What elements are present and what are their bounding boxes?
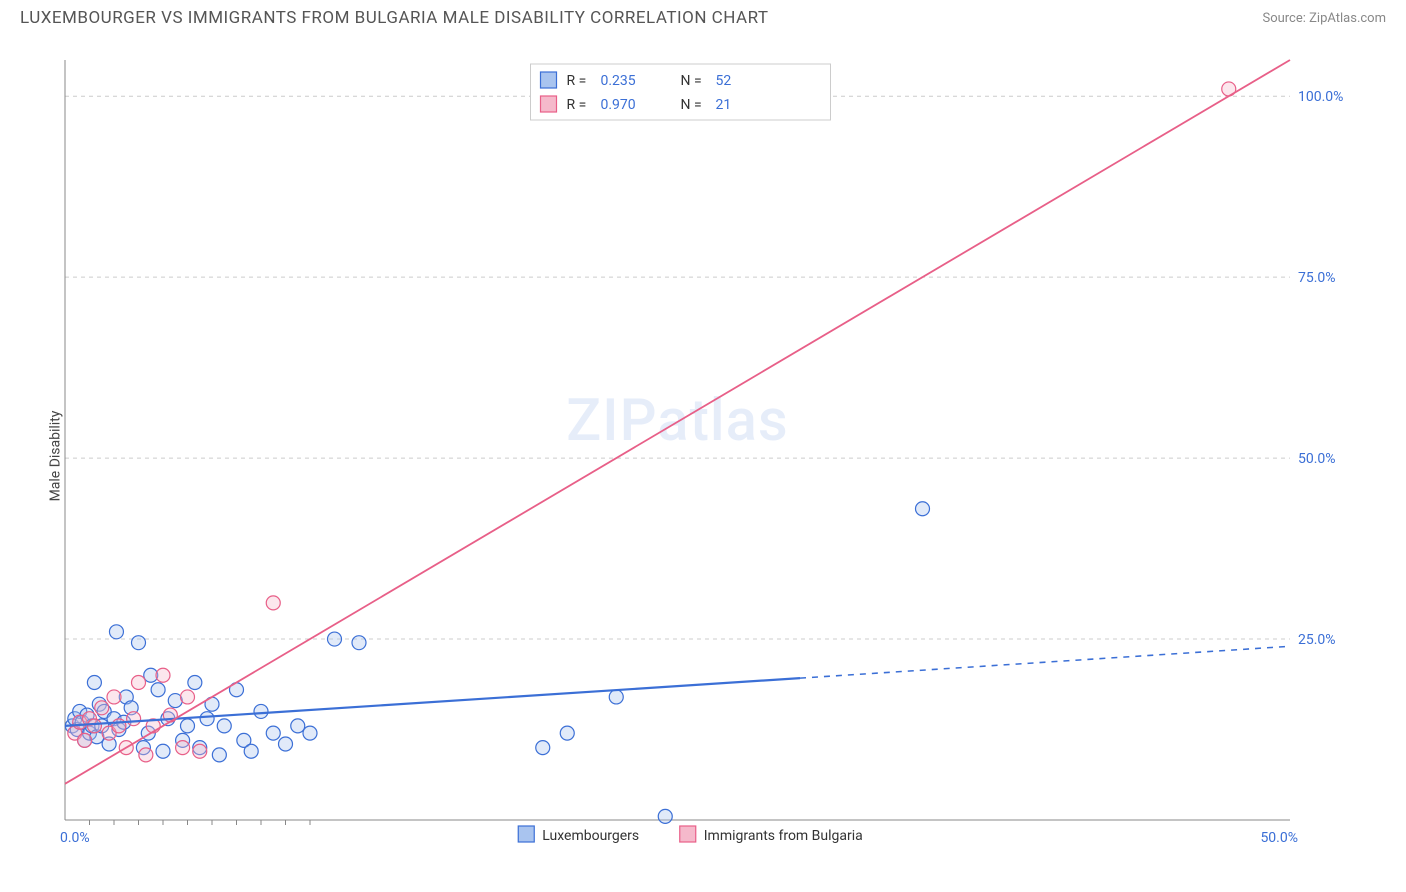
chart-title: LUXEMBOURGER VS IMMIGRANTS FROM BULGARIA… <box>20 8 769 28</box>
data-point <box>609 690 623 704</box>
data-point <box>254 704 268 718</box>
data-point <box>560 726 574 740</box>
y-axis-label: Male Disability <box>47 411 63 502</box>
y-tick-label: 50.0% <box>1298 451 1336 467</box>
data-point <box>328 632 342 646</box>
data-point <box>181 719 195 733</box>
legend-n-label: N = <box>681 97 702 113</box>
source-label: Source: ZipAtlas.com <box>1262 11 1386 26</box>
data-point <box>188 675 202 689</box>
data-point <box>244 744 258 758</box>
data-point <box>212 748 226 762</box>
data-point <box>127 712 141 726</box>
x-tick-label: 0.0% <box>60 830 90 846</box>
data-point <box>95 701 109 715</box>
legend-r-label: R = <box>567 73 587 89</box>
legend-series-label: Luxembourgers <box>542 828 639 844</box>
legend-swatch <box>541 72 557 88</box>
trend-line-extrapolated <box>800 646 1290 678</box>
data-point <box>200 712 214 726</box>
data-point <box>279 737 293 751</box>
y-tick-label: 25.0% <box>1298 632 1336 648</box>
data-point <box>132 675 146 689</box>
data-point <box>156 668 170 682</box>
scatter-chart: 25.0%50.0%75.0%100.0%0.0%50.0%ZIPatlasR … <box>20 40 1360 870</box>
data-point <box>109 625 123 639</box>
legend-swatch <box>518 826 534 842</box>
trend-line <box>65 60 1290 784</box>
chart-container: Male Disability 25.0% 50.0% 75.0% 100.0% 0.0… <box>20 40 1386 872</box>
legend-series-label: Immigrants from Bulgaria <box>704 828 863 844</box>
legend-swatch <box>541 96 557 112</box>
data-point <box>291 719 305 733</box>
data-point <box>266 726 280 740</box>
data-point <box>217 719 231 733</box>
data-point <box>107 690 121 704</box>
data-point <box>916 502 930 516</box>
data-point <box>303 726 317 740</box>
data-point <box>87 675 101 689</box>
legend-n-value: 52 <box>716 73 732 89</box>
legend-r-label: R = <box>567 97 587 113</box>
data-point <box>78 733 92 747</box>
data-point <box>156 744 170 758</box>
data-point <box>132 636 146 650</box>
data-point <box>87 719 101 733</box>
header-bar: LUXEMBOURGER VS IMMIGRANTS FROM BULGARIA… <box>0 0 1406 34</box>
data-point <box>536 741 550 755</box>
y-tick-label: 75.0% <box>1298 270 1336 286</box>
data-point <box>658 809 672 823</box>
data-point <box>352 636 366 650</box>
data-point <box>176 741 190 755</box>
legend-n-label: N = <box>681 73 702 89</box>
legend-r-value: 0.970 <box>601 97 636 113</box>
legend-n-value: 21 <box>716 97 732 113</box>
data-point <box>151 683 165 697</box>
data-point <box>139 748 153 762</box>
y-tick-label: 100.0% <box>1298 89 1343 105</box>
legend-swatch <box>680 826 696 842</box>
data-point <box>181 690 195 704</box>
data-point <box>266 596 280 610</box>
data-point <box>193 744 207 758</box>
legend-r-value: 0.235 <box>601 73 636 89</box>
x-tick-label: 50.0% <box>1260 830 1298 846</box>
